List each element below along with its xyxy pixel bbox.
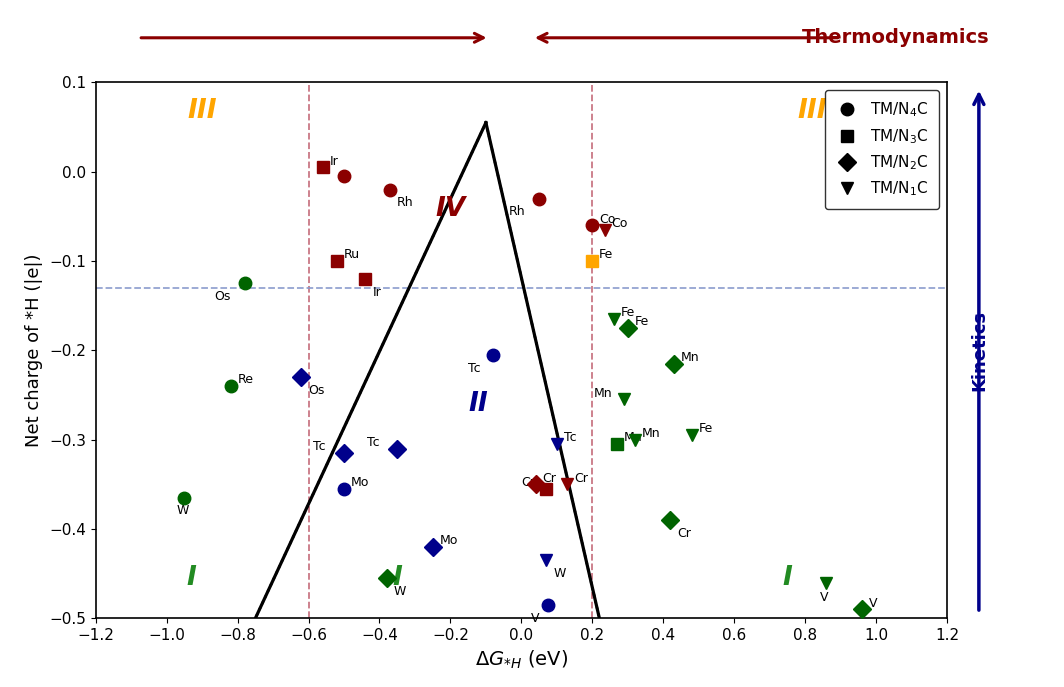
Text: Mn: Mn xyxy=(625,431,643,444)
Legend: TM/N$_4$C, TM/N$_3$C, TM/N$_2$C, TM/N$_1$C: TM/N$_4$C, TM/N$_3$C, TM/N$_2$C, TM/N$_1… xyxy=(825,90,940,209)
Text: Rh: Rh xyxy=(397,196,414,210)
Text: II: II xyxy=(469,391,488,417)
Text: Os: Os xyxy=(309,384,325,397)
Text: Ir: Ir xyxy=(372,286,381,299)
Text: Re: Re xyxy=(237,373,253,386)
Text: Tc: Tc xyxy=(468,361,481,374)
Text: Ir: Ir xyxy=(319,164,328,177)
X-axis label: $\Delta G_{*H}$ (eV): $\Delta G_{*H}$ (eV) xyxy=(475,649,568,671)
Text: Fe: Fe xyxy=(699,423,713,436)
Text: Co: Co xyxy=(612,217,628,230)
Text: W: W xyxy=(394,585,405,598)
Text: Mn: Mn xyxy=(642,427,661,440)
Text: Cr: Cr xyxy=(678,527,692,540)
Text: Fe: Fe xyxy=(620,306,635,319)
Text: I: I xyxy=(393,565,402,591)
Y-axis label: Net charge of *H (|e|): Net charge of *H (|e|) xyxy=(26,254,44,447)
Text: Cr: Cr xyxy=(543,471,556,484)
Text: I: I xyxy=(186,565,197,591)
Text: III: III xyxy=(797,98,827,124)
Text: Ru: Ru xyxy=(344,248,360,261)
Text: V: V xyxy=(819,591,828,604)
Text: W: W xyxy=(553,567,565,580)
Text: V: V xyxy=(869,596,878,609)
Text: Fe: Fe xyxy=(635,315,649,328)
Text: Ir: Ir xyxy=(330,155,338,168)
Text: Tc: Tc xyxy=(564,431,577,444)
Text: Mo: Mo xyxy=(439,534,458,547)
Text: Cr: Cr xyxy=(575,471,588,484)
Text: W: W xyxy=(177,504,188,517)
Text: V: V xyxy=(531,611,539,624)
Text: Tc: Tc xyxy=(314,440,326,453)
Text: Kinetics: Kinetics xyxy=(970,310,987,391)
Text: Mn: Mn xyxy=(681,351,699,364)
Text: Os: Os xyxy=(214,290,231,303)
Text: Fe: Fe xyxy=(599,248,614,261)
Text: Thermodynamics: Thermodynamics xyxy=(802,28,990,47)
Text: IV: IV xyxy=(435,196,466,223)
Text: Co: Co xyxy=(599,212,616,225)
Text: Mo: Mo xyxy=(351,476,369,489)
Text: I: I xyxy=(782,565,793,591)
Text: Rh: Rh xyxy=(509,205,526,218)
Text: Mn: Mn xyxy=(594,387,612,400)
Text: III: III xyxy=(187,98,217,124)
Text: Tc: Tc xyxy=(367,436,379,449)
Text: Cr: Cr xyxy=(521,476,535,489)
